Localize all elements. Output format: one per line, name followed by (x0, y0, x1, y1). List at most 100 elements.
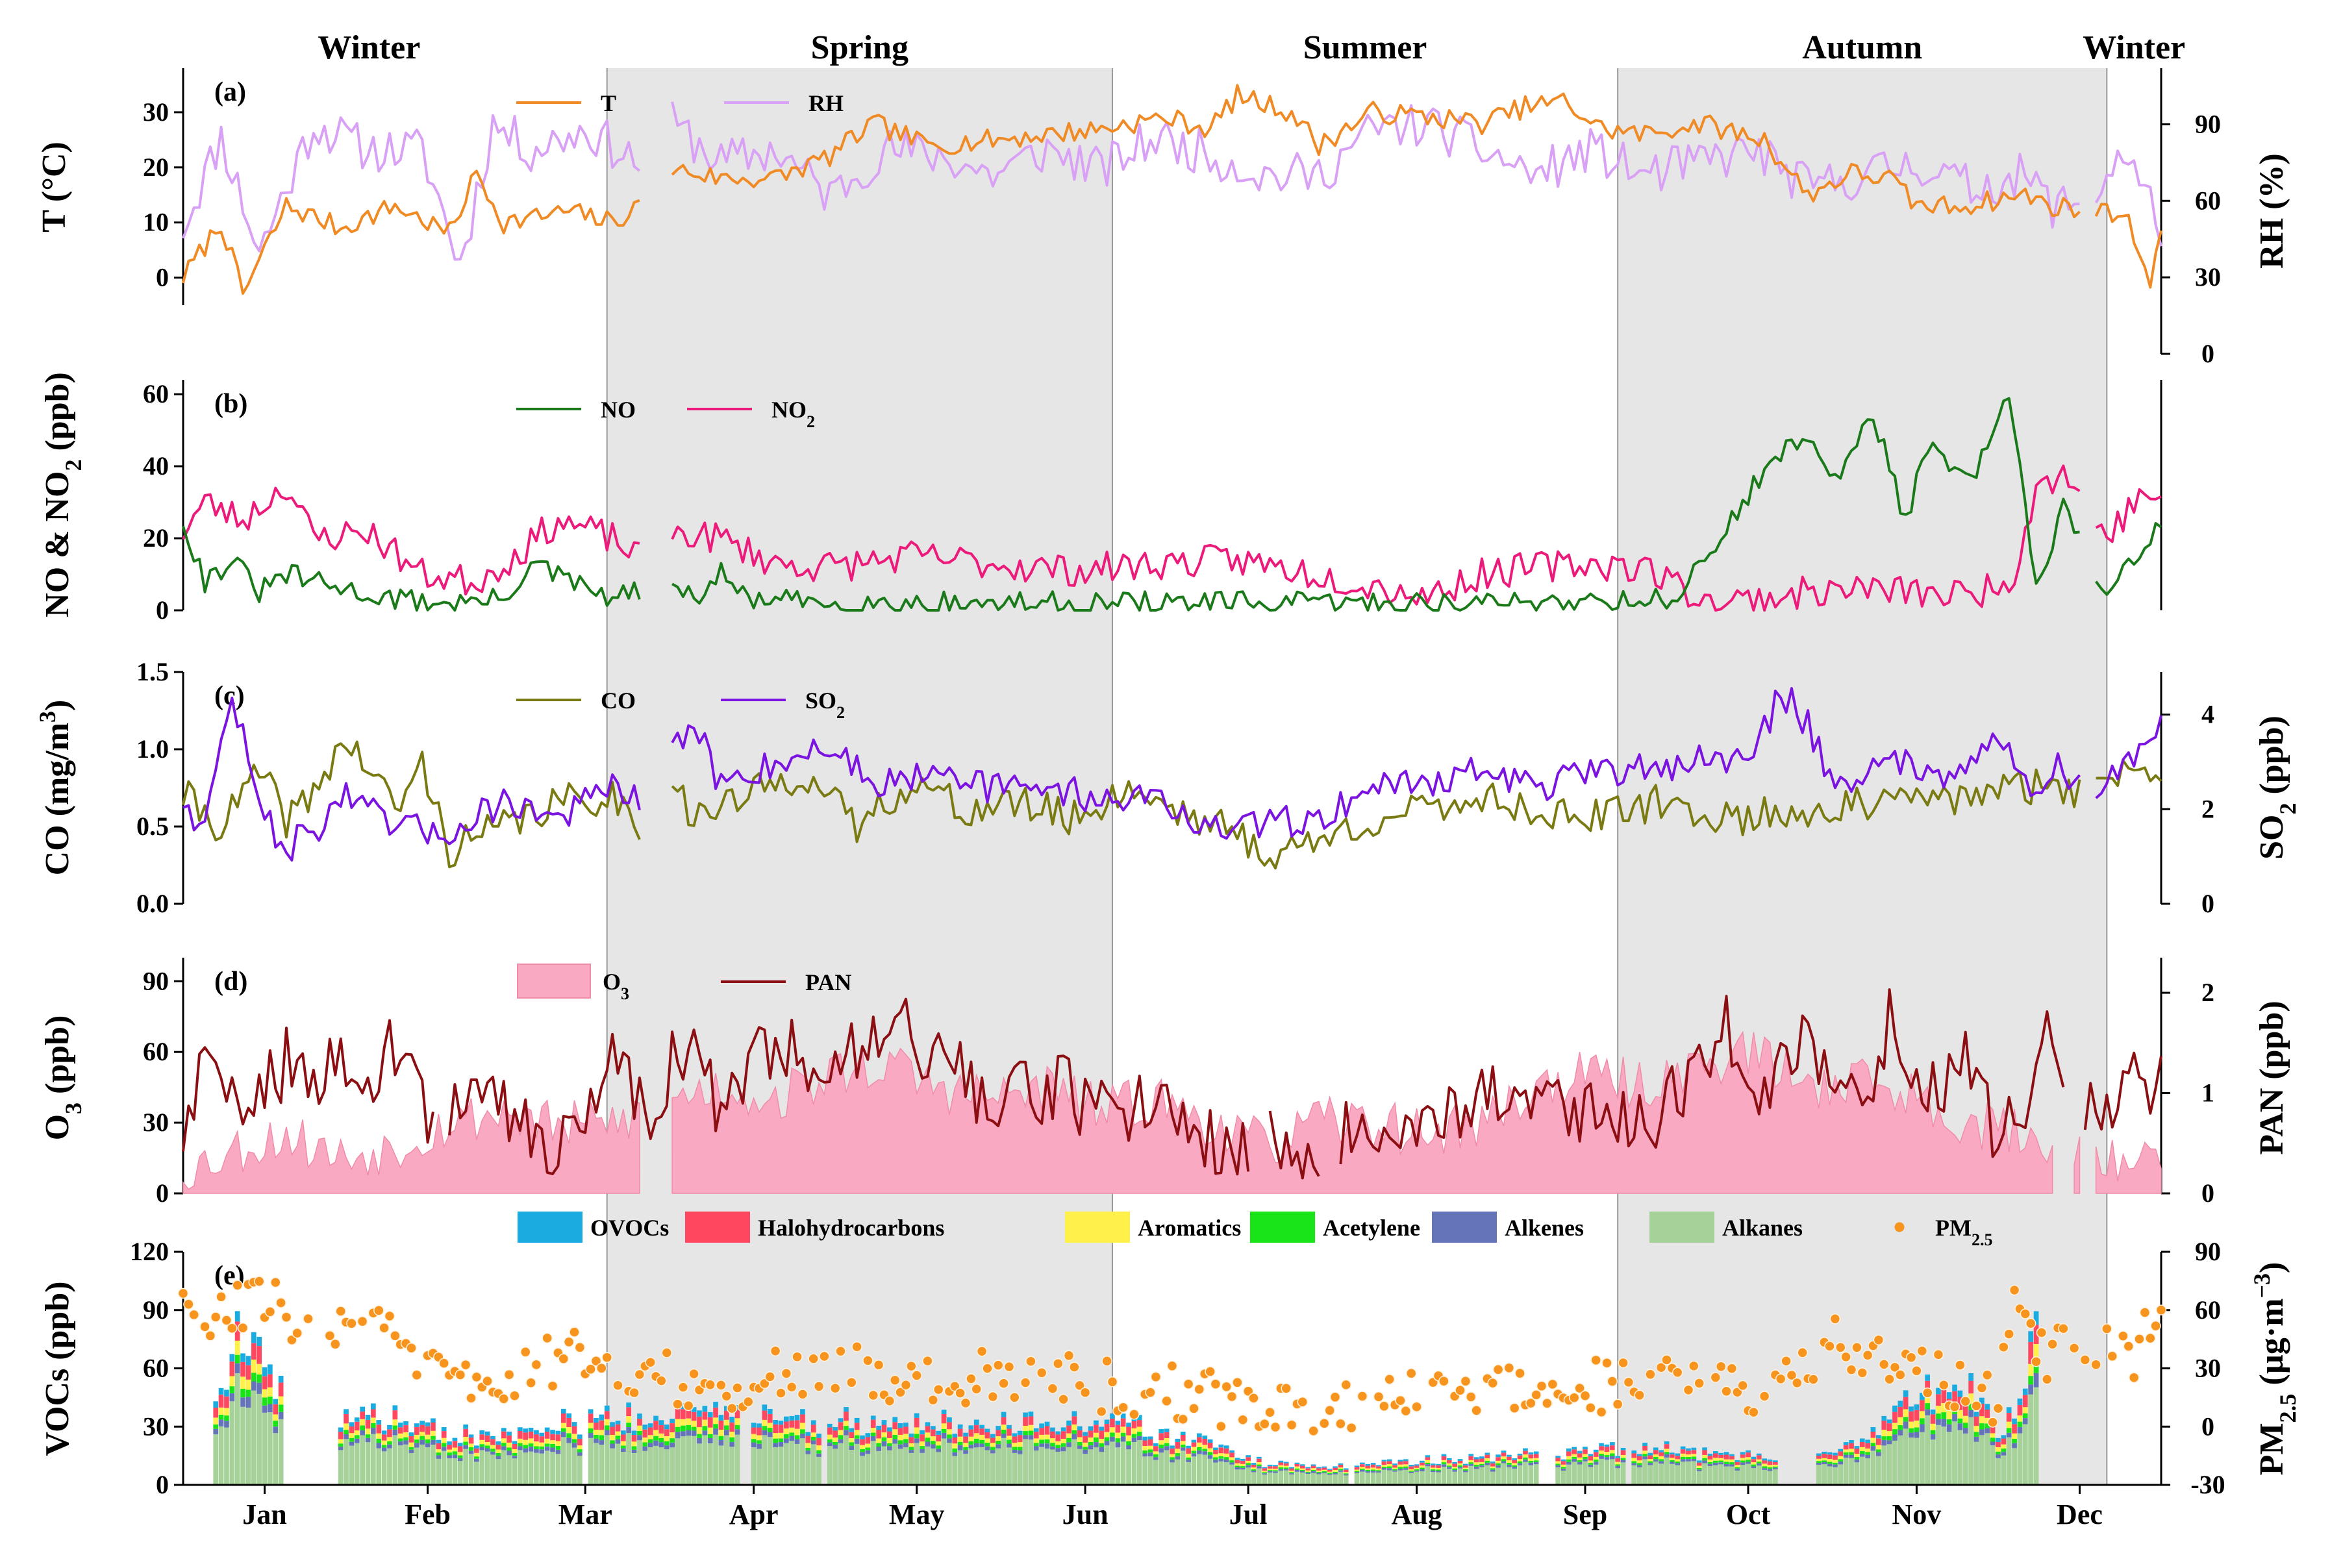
voc-bar-alkanes (1881, 1445, 1887, 1485)
voc-bar-acetylene (816, 1450, 821, 1454)
voc-bar-halohydrocarbons (1333, 1467, 1338, 1470)
voc-bar-halohydrocarbons (1593, 1452, 1599, 1457)
voc-bar-alkenes (1316, 1473, 1322, 1475)
voc-bar-aromatics (1071, 1424, 1077, 1430)
voc-bar-aromatics (1686, 1454, 1691, 1457)
voc-bar-alkenes (1077, 1445, 1083, 1449)
voc-bar-halohydrocarbons (2001, 1438, 2007, 1445)
voc-bar-acetylene (1257, 1464, 1262, 1467)
voc-bar-aromatics (1322, 1469, 1327, 1471)
voc-bar-alkenes (658, 1442, 664, 1448)
voc-bar-alkenes (1718, 1462, 1723, 1465)
voc-bar-alkenes (490, 1451, 495, 1455)
voc-bar-ovocs (1636, 1454, 1642, 1456)
voc-bar-alkanes (1903, 1428, 1909, 1485)
voc-bar-alkenes (1843, 1454, 1849, 1458)
voc-bar-alkanes (1865, 1458, 1870, 1485)
voc-bar-ovocs (865, 1433, 871, 1437)
voc-bar-aromatics (2001, 1444, 2007, 1449)
voc-bar-halohydrocarbons (691, 1412, 697, 1421)
voc-bar-alkanes (1909, 1437, 1914, 1485)
voc-bar-ovocs (1886, 1419, 1892, 1424)
voc-bar-ovocs (816, 1434, 821, 1438)
pm25-point (1873, 1334, 1885, 1345)
voc-bar-aromatics (452, 1447, 458, 1452)
voc-bar-aromatics (1430, 1467, 1436, 1469)
voc-bar-halohydrocarbons (957, 1428, 963, 1437)
pm25-point (1248, 1393, 1259, 1404)
voc-bar-acetylene (463, 1441, 468, 1445)
voc-bar-ovocs (1533, 1451, 1539, 1454)
voc-bar-alkanes (1849, 1458, 1854, 1485)
voc-bar-acetylene (1664, 1452, 1670, 1454)
voc-bar-alkenes (1126, 1445, 1131, 1450)
voc-bar-halohydrocarbons (1094, 1425, 1099, 1433)
voc-bar-ovocs (397, 1423, 403, 1428)
voc-bar-alkanes (566, 1443, 571, 1485)
voc-bar-halohydrocarbons (876, 1430, 881, 1439)
voc-bar-alkanes (1762, 1470, 1767, 1485)
voc-bar-acetylene (1229, 1460, 1234, 1463)
voc-bar-acetylene (1001, 1430, 1007, 1434)
voc-bar-alkanes (262, 1412, 268, 1485)
legend-no2-label: NO2 (771, 397, 815, 431)
pm25-point (1357, 1391, 1368, 1402)
voc-bar-ovocs (1170, 1445, 1175, 1449)
voc-bar-ovocs (1126, 1423, 1131, 1427)
pm25-point (1465, 1391, 1477, 1402)
left-tick-label: 1.0 (136, 734, 169, 764)
pm25-point (379, 1322, 390, 1334)
pm25-point (1710, 1372, 1722, 1383)
pm25-point (1335, 1418, 1346, 1430)
voc-bar-acetylene (555, 1445, 561, 1450)
voc-bar-ovocs (1593, 1449, 1599, 1452)
voc-bar-aromatics (1996, 1447, 2001, 1452)
voc-bar-halohydrocarbons (2006, 1413, 2012, 1422)
voc-bar-alkenes (892, 1439, 898, 1444)
pm25-point (884, 1395, 896, 1406)
voc-bar-acetylene (518, 1443, 523, 1447)
voc-bar-acetylene (1322, 1471, 1327, 1473)
voc-bar-alkenes (245, 1397, 251, 1408)
voc-bar-alkanes (1512, 1468, 1517, 1485)
voc-bar-ovocs (810, 1420, 816, 1425)
voc-bar-halohydrocarbons (658, 1425, 664, 1434)
voc-bar-halohydrocarbons (1962, 1406, 1968, 1416)
voc-bar-aromatics (686, 1418, 692, 1425)
voc-bar-aromatics (534, 1441, 539, 1447)
voc-bar-acetylene (278, 1404, 284, 1412)
voc-bar-alkanes (1083, 1454, 1088, 1485)
voc-bar-acetylene (490, 1449, 495, 1452)
voc-bar-ovocs (849, 1428, 855, 1432)
right-tick-label: 0 (2201, 339, 2214, 368)
voc-bar-halohydrocarbons (463, 1428, 468, 1437)
voc-bar-alkanes (1773, 1469, 1778, 1485)
voc-bar-alkanes (229, 1401, 235, 1485)
voc-bar-halohydrocarbons (729, 1422, 734, 1432)
voc-bar-halohydrocarbons (1099, 1430, 1105, 1439)
voc-bar-alkenes (1294, 1470, 1300, 1472)
voc-bar-halohydrocarbons (213, 1407, 219, 1418)
pm25-point (982, 1363, 993, 1374)
voc-bar-halohydrocarbons (425, 1426, 431, 1435)
voc-bar-alkenes (354, 1438, 360, 1443)
voc-bar-acetylene (1126, 1441, 1131, 1446)
voc-bar-aromatics (360, 1419, 365, 1426)
voc-bar-ovocs (990, 1434, 996, 1438)
voc-bar-alkenes (420, 1439, 425, 1445)
pm25-point (775, 1388, 786, 1399)
voc-bar-acetylene (1343, 1473, 1349, 1475)
voc-bar-aromatics (268, 1387, 273, 1397)
voc-bar-aromatics (2022, 1407, 2028, 1413)
x-tick-label: Apr (729, 1499, 779, 1530)
voc-bar-halohydrocarbons (1838, 1451, 1844, 1456)
voc-bar-alkenes (1756, 1463, 1762, 1466)
season-shading-autumn (1618, 68, 2107, 1485)
voc-bar-acetylene (1191, 1450, 1197, 1454)
voc-bar-alkanes (1136, 1440, 1142, 1485)
pm25-point (1161, 1395, 1172, 1407)
voc-bar-ovocs (887, 1427, 892, 1432)
pm25-point (253, 1276, 265, 1287)
voc-bar-alkanes (990, 1453, 996, 1485)
voc-bar-acetylene (1588, 1463, 1594, 1465)
